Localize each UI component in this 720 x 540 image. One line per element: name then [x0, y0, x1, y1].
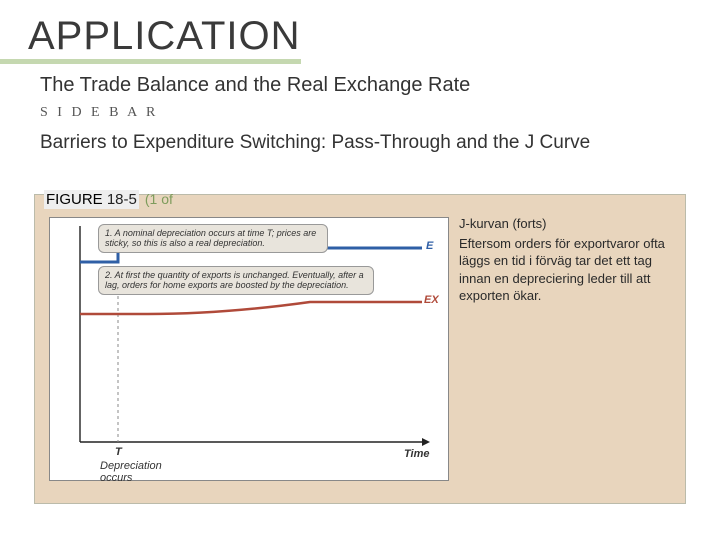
figure-label: FIGURE 18-5: [44, 190, 139, 209]
content-box: 1. A nominal depreciation occurs at time…: [34, 194, 686, 504]
callout-2: 2. At first the quantity of exports is u…: [98, 266, 374, 295]
notes-panel: J-kurvan (forts) Eftersom orders för exp…: [459, 215, 671, 305]
notes-body: Eftersom orders för exportvaror ofta läg…: [459, 235, 671, 305]
series-label-ex: EX: [424, 294, 439, 306]
notes-title: J-kurvan (forts): [459, 215, 671, 233]
page-title: APPLICATION: [0, 6, 301, 64]
title-block: APPLICATION: [0, 0, 720, 64]
callout-1: 1. A nominal depreciation occurs at time…: [98, 224, 328, 253]
x-axis-label: Time: [404, 448, 429, 460]
x-tick-t: T: [115, 446, 122, 458]
subtitle: The Trade Balance and the Real Exchange …: [0, 64, 720, 101]
figure-caption: FIGURE 18-5 (1 of: [44, 190, 173, 209]
series-label-e: E: [426, 240, 433, 252]
figure-of: (1 of: [145, 191, 173, 207]
j-curve-chart: [50, 218, 450, 482]
section-title: Barriers to Expenditure Switching: Pass-…: [0, 127, 720, 156]
x-sub-label: Depreciation occurs: [100, 460, 162, 484]
chart-panel: 1. A nominal depreciation occurs at time…: [49, 217, 449, 481]
sidebar-text: S I D E B A R: [40, 105, 158, 120]
sidebar-label: S I D E B A R: [0, 101, 720, 127]
